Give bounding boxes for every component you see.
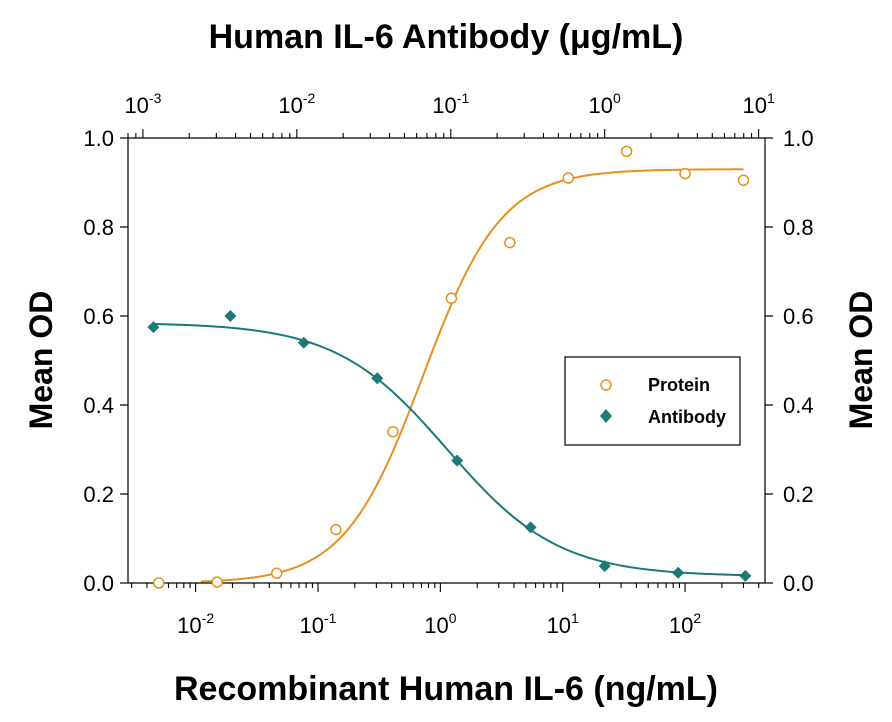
- legend-protein-label: Protein: [648, 375, 710, 395]
- x-tick-label-bottom: 10-1: [300, 610, 337, 638]
- x-tick-label-bottom: 102: [669, 610, 701, 638]
- y-tick-label-right: 0.2: [783, 482, 814, 507]
- x-tick-label-top: 101: [742, 90, 774, 118]
- antibody-point: [147, 321, 160, 334]
- antibody-point: [598, 560, 611, 573]
- y-tick-label-left: 0.6: [83, 304, 114, 329]
- y-tick-label-left: 0.8: [83, 215, 114, 240]
- protein-point: [153, 577, 165, 589]
- x-axis-title: Recombinant Human IL-6 (ng/mL): [174, 670, 718, 708]
- protein-point: [445, 292, 458, 304]
- fit-curve-protein: [200, 168, 744, 583]
- fit-curve-antibody: [153, 322, 746, 577]
- y-tick-label-right: 1.0: [783, 126, 814, 151]
- protein-point: [270, 567, 283, 579]
- antibody-point: [672, 566, 685, 579]
- axes: 0.0 0.0 0.2 0.2 0.4 0.4 0.6 0.6 0.8 0.8 1.0 1.0 10-2…: [83, 90, 813, 638]
- antibody-point: [739, 569, 752, 582]
- chart-title: Human IL-6 Antibody (μg/mL): [209, 18, 684, 56]
- y-tick-label-left: 0.4: [83, 393, 114, 418]
- legend-antibody-label: Antibody: [648, 407, 726, 427]
- x-tick-label-top: 100: [589, 90, 621, 118]
- legend-protein-marker: [600, 379, 612, 391]
- x-tick-label-top: 10-3: [124, 90, 161, 118]
- fit-curves: [153, 168, 746, 583]
- y-tick-label-right: 0.4: [783, 393, 814, 418]
- protein-point: [562, 172, 575, 184]
- y-tick-label-right: 0.8: [783, 215, 814, 240]
- legend: Protein Antibody: [564, 356, 741, 446]
- y-tick-label-right: 0.6: [783, 304, 814, 329]
- y-tick-label-left: 1.0: [83, 126, 114, 151]
- antibody-point: [371, 372, 384, 385]
- antibody-point: [297, 336, 310, 349]
- y-tick-label-left: 0.2: [83, 482, 114, 507]
- protein-point: [737, 174, 750, 187]
- protein-point: [504, 236, 516, 249]
- antibody-point: [451, 454, 464, 467]
- antibody-point: [524, 521, 537, 534]
- y-tick-label-right: 0.0: [783, 571, 814, 596]
- protein-point: [211, 576, 223, 588]
- legend-antibody-marker: [600, 409, 612, 423]
- x-tick-label-bottom: 10-2: [177, 610, 214, 638]
- protein-point: [679, 167, 691, 180]
- protein-point: [620, 145, 633, 158]
- x-tick-label-top: 10-1: [432, 90, 469, 118]
- protein-point: [387, 425, 399, 438]
- y-axis-title-right: Mean OD: [843, 291, 879, 430]
- y-axis-title-left: Mean OD: [23, 291, 59, 430]
- x-tick-label-top: 10-2: [278, 90, 315, 118]
- x-tick-label-bottom: 101: [547, 610, 579, 638]
- y-tick-label-left: 0.0: [83, 571, 114, 596]
- data-points: [147, 145, 752, 589]
- antibody-point: [224, 310, 237, 322]
- legend-box: [564, 356, 741, 446]
- x-tick-label-bottom: 100: [424, 610, 456, 638]
- protein-point: [330, 523, 342, 536]
